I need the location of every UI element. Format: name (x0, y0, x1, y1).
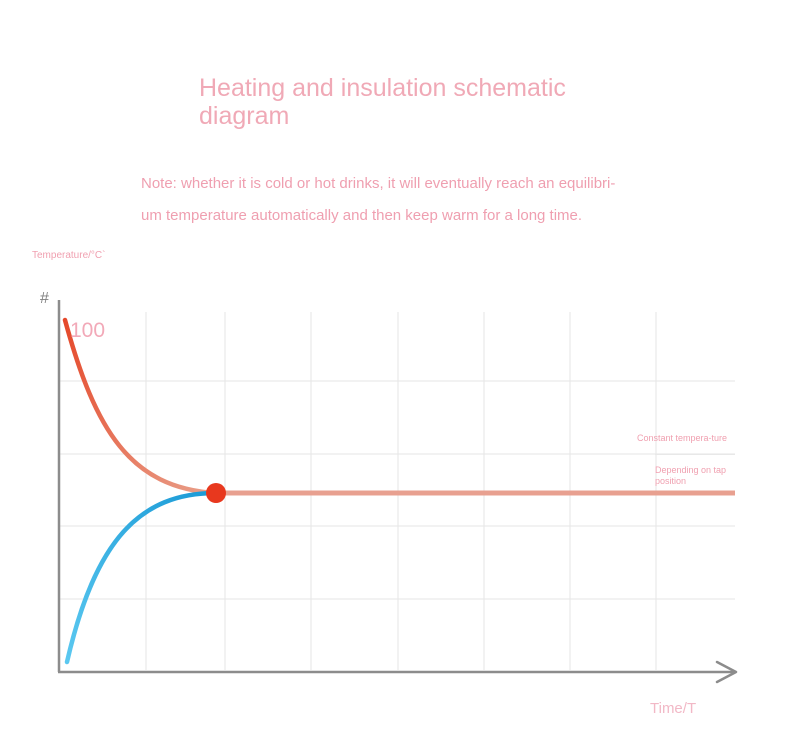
y-axis-top-value: 100 (70, 319, 106, 342)
cold-drink-curve (64, 490, 219, 665)
x-axis-label: Time/T (650, 700, 697, 717)
diagram-title: Heating and insulation schematic diagram (199, 74, 566, 130)
equilibrium-point (206, 483, 226, 503)
axes (57, 300, 738, 684)
diagram-note: Note: whether it is cold or hot drinks, … (141, 168, 701, 232)
constant-temperature-label: Constant tempera-ture (637, 433, 728, 443)
y-axis-marker: # (40, 290, 49, 307)
hot-drink-curve (62, 317, 219, 496)
y-axis-label: Temperature/°C` (32, 250, 106, 261)
constant-temperature-divider (655, 454, 735, 455)
note-line-2: um temperature automatically and then ke… (141, 207, 583, 224)
x-axis-arrow (715, 660, 738, 684)
tap-position-label: Depending on tap position (655, 465, 727, 486)
note-line-1: Note: whether it is cold or hot drinks, … (141, 175, 616, 192)
